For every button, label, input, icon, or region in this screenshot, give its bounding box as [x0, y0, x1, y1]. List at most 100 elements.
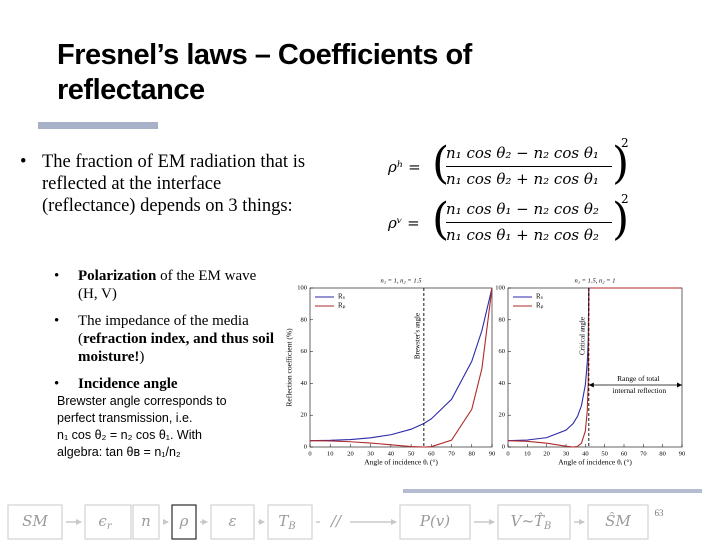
x-tick-label: 30 [563, 450, 570, 457]
title-line: Fresnel’s laws – Coefficients of [57, 39, 472, 71]
page-number: 63 [655, 508, 665, 518]
flow-label: ϵr [98, 512, 112, 532]
flow-main: ϵ [98, 512, 107, 530]
bullet-text: Incidence angle [78, 376, 178, 392]
annotation-text: Range of total internal reflection [611, 374, 667, 395]
flow-main: T [278, 512, 289, 530]
flow-label: SM [22, 512, 48, 530]
flow-arrow-head [76, 519, 82, 525]
fraction-bar [446, 166, 612, 167]
series-line [309, 287, 493, 448]
legend-label: Rₚ [536, 302, 544, 310]
x-tick-label: 10 [327, 450, 334, 457]
x-tick-label: 0 [506, 450, 509, 457]
note-line: n₁ cos θ₂ = n₂ cos θ₁. With [57, 428, 202, 442]
flow-arrow-head [163, 519, 169, 525]
sub-bullet: The impedance of the media (refraction i… [54, 312, 278, 366]
title-bar [38, 122, 158, 129]
x-tick-label: 30 [367, 450, 374, 457]
x-tick-label: 0 [308, 450, 311, 457]
y-tick-label: 100 [297, 284, 307, 291]
legend-label: Rₚ [338, 302, 346, 310]
denominator: n₁ cos θ₁ + n₂ cos θ₂ [446, 226, 599, 244]
flow-label: n [141, 512, 151, 530]
x-tick-label: 70 [448, 450, 455, 457]
annotation-text: Critical angle [578, 317, 586, 355]
flow-sub: r [107, 521, 113, 532]
paren: ( [432, 194, 450, 245]
legend-label: Rₛ [338, 293, 346, 301]
paren: ( [432, 138, 450, 189]
bullet-text: of the EM wave (H, V) [78, 268, 257, 302]
flow-arrow-head [202, 519, 208, 525]
x-tick-label: 90 [679, 450, 686, 457]
denominator: n₁ cos θ₂ + n₂ cos θ₁ [446, 170, 599, 188]
equation-lhs: ρᵛ = [388, 214, 420, 232]
series-line [507, 287, 682, 442]
bullet-text: The impedance of the media ( [78, 313, 249, 347]
numerator: n₁ cos θ₁ − n₂ cos θ₂ [446, 200, 599, 218]
series-line [309, 287, 493, 442]
x-tick-label: 20 [543, 450, 550, 457]
flow-main: ρ [179, 512, 189, 530]
bullet-text: refraction index, and thus soil moisture… [78, 331, 274, 365]
flow-box [132, 504, 160, 540]
flow-box [7, 504, 63, 540]
note-line: algebra: tan θʙ = n₁/n₂ [57, 445, 181, 459]
chart-title: n₁ = 1, n₂ = 1.5 [381, 277, 423, 284]
flow-label: V~T̂B [511, 512, 552, 532]
plot-frame [309, 287, 493, 448]
legend-label: Rₛ [536, 293, 544, 301]
exponent: 2 [621, 192, 629, 206]
y-tick-label: 60 [301, 348, 308, 355]
flow-arrow-head [579, 519, 585, 525]
flow-label: ŜM [605, 512, 631, 530]
y-tick-label: 100 [495, 284, 505, 291]
flow-main: // [329, 512, 343, 530]
flow-main: n [141, 512, 151, 530]
exponent: 2 [621, 136, 629, 150]
bullet-text: ) [139, 349, 145, 365]
x-tick-label: 60 [428, 450, 435, 457]
bullet-text: Polarization [78, 268, 157, 284]
x-tick-label: 50 [601, 450, 608, 457]
x-axis-label: Angle of incidence θᵢ (°) [364, 458, 438, 467]
flow-main: V~T̂ [511, 512, 545, 530]
y-tick-label: 80 [301, 316, 308, 323]
flow-main: SM [22, 512, 48, 530]
sub-bullet: Incidence angle [54, 375, 278, 393]
y-tick-label: 20 [301, 412, 308, 419]
title-line: reflectance [57, 74, 205, 106]
x-tick-label: 40 [582, 450, 589, 457]
y-tick-label: 0 [502, 443, 505, 450]
flow-box [497, 504, 571, 540]
y-tick-label: 60 [499, 348, 506, 355]
x-tick-label: 10 [524, 450, 531, 457]
flow-arrow-head [391, 519, 397, 525]
fraction-bar [446, 222, 612, 223]
x-tick-label: 90 [489, 450, 496, 457]
equation-lhs: ρʰ = [388, 158, 421, 176]
sub-bullet: Polarization of the EM wave (H, V) [54, 267, 278, 303]
y-tick-label: 40 [301, 380, 308, 387]
x-tick-label: 40 [388, 450, 395, 457]
flow-label: P(v) [419, 512, 450, 530]
flow-box [267, 504, 313, 540]
flow-main: P(v) [419, 512, 450, 530]
y-axis-label: Reflection coefficient (%) [285, 328, 294, 407]
y-tick-label: 20 [499, 412, 506, 419]
flow-arrow-head [489, 519, 495, 525]
bullet: The fraction of EM radiation that is ref… [20, 151, 310, 217]
x-tick-label: 70 [640, 450, 647, 457]
y-tick-label: 80 [499, 316, 506, 323]
note-line: Brewster angle corresponds to [57, 394, 227, 408]
flow-box [210, 504, 255, 540]
flow-label: TB [278, 512, 295, 532]
paren: ) [612, 138, 630, 189]
note-line: perfect transmission, i.e. [57, 411, 193, 425]
series-line [507, 287, 682, 448]
flow-main: ŜM [605, 512, 631, 530]
x-tick-label: 60 [621, 450, 628, 457]
